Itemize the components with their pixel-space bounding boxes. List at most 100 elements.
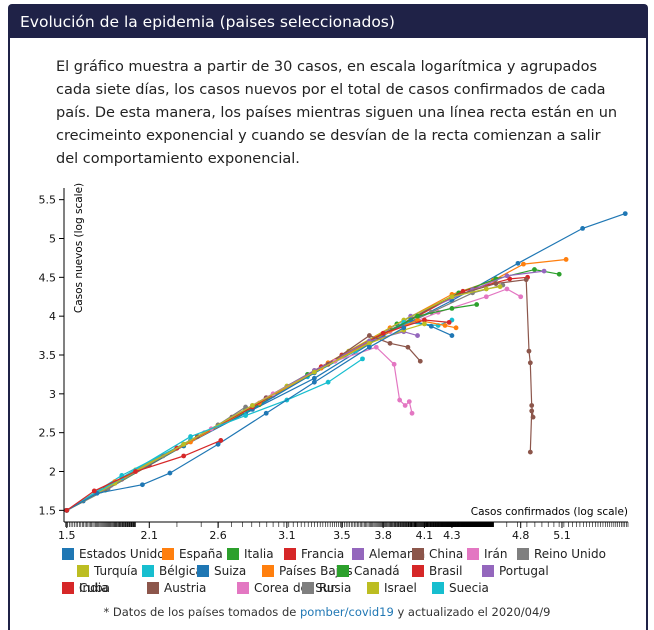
data-point[interactable] (91, 488, 97, 494)
data-point[interactable] (449, 305, 455, 311)
legend-swatch (482, 564, 494, 577)
data-point[interactable] (415, 313, 420, 319)
data-point[interactable] (541, 268, 547, 274)
data-point[interactable] (563, 257, 569, 262)
data-point[interactable] (529, 408, 535, 414)
data-point[interactable] (483, 286, 489, 292)
data-point[interactable] (453, 325, 459, 331)
data-point[interactable] (527, 360, 533, 366)
data-point[interactable] (422, 321, 427, 327)
series-bélgica (64, 317, 455, 513)
legend-item[interactable]: Reino Unido (517, 545, 606, 562)
data-point[interactable] (527, 449, 533, 455)
legend-item[interactable]: Rusia (302, 579, 351, 596)
legend-item[interactable]: Portugal (482, 562, 549, 579)
legend-item[interactable]: Irán (467, 545, 507, 562)
data-point[interactable] (250, 403, 255, 408)
data-point[interactable] (401, 325, 407, 331)
data-point[interactable] (409, 410, 415, 416)
data-point[interactable] (140, 482, 145, 488)
legend-item[interactable]: Israel (367, 579, 417, 596)
data-point[interactable] (523, 277, 529, 283)
data-point[interactable] (215, 441, 221, 447)
data-point[interactable] (263, 410, 269, 416)
data-point[interactable] (366, 333, 372, 338)
data-point[interactable] (397, 397, 403, 403)
data-point[interactable] (532, 267, 537, 272)
legend-item[interactable]: Bélgica (142, 562, 203, 579)
data-point[interactable] (556, 271, 562, 277)
data-point[interactable] (311, 375, 317, 381)
data-point[interactable] (391, 361, 397, 367)
data-point[interactable] (325, 379, 331, 385)
series-cuba (64, 438, 224, 513)
data-point[interactable] (366, 344, 372, 350)
legend-item[interactable]: Italia (227, 545, 274, 562)
data-point[interactable] (497, 284, 503, 290)
data-point[interactable] (493, 281, 499, 286)
data-point[interactable] (526, 348, 532, 354)
data-point[interactable] (580, 225, 586, 231)
legend-item[interactable]: Suecia (432, 579, 489, 596)
legend-item[interactable]: Cuba (62, 579, 110, 596)
data-point[interactable] (188, 434, 193, 439)
footnote-suffix: y actualizado el 2020/04/9 (393, 605, 551, 619)
legend-item[interactable]: Alemania (352, 545, 425, 562)
data-point[interactable] (415, 333, 420, 338)
legend-label: Brasil (429, 563, 463, 578)
legend-item[interactable]: Francia (284, 545, 344, 562)
data-point[interactable] (504, 286, 510, 292)
data-point[interactable] (64, 507, 70, 513)
data-point[interactable] (422, 317, 427, 323)
data-point[interactable] (133, 469, 138, 474)
data-point[interactable] (360, 356, 365, 362)
data-point[interactable] (530, 414, 536, 420)
x-tick-label: 3.8 (374, 529, 392, 542)
legend-item[interactable]: Países Bajos (262, 562, 353, 579)
data-point[interactable] (483, 294, 489, 300)
data-point[interactable] (446, 319, 452, 325)
data-point[interactable] (181, 441, 187, 447)
data-point[interactable] (507, 276, 513, 282)
data-point[interactable] (417, 358, 423, 364)
source-link[interactable]: pomber/covid19 (299, 605, 394, 619)
data-point[interactable] (474, 302, 480, 307)
legend-item[interactable]: China (412, 545, 463, 562)
data-point[interactable] (521, 261, 526, 267)
legend-item[interactable]: España (162, 545, 223, 562)
legend-item[interactable]: Corea del Sur (237, 579, 335, 596)
data-point[interactable] (442, 323, 448, 328)
series-españa (64, 257, 569, 513)
legend-item[interactable]: Brasil (412, 562, 462, 579)
data-point[interactable] (243, 413, 248, 418)
data-point[interactable] (167, 470, 173, 476)
data-point[interactable] (311, 369, 317, 375)
data-point[interactable] (373, 344, 379, 350)
data-point[interactable] (387, 340, 393, 346)
legend-swatch (467, 547, 479, 560)
data-point[interactable] (515, 260, 521, 266)
legend-item[interactable]: Estados Unidos (62, 545, 171, 562)
data-point[interactable] (380, 330, 386, 336)
data-point[interactable] (181, 453, 187, 459)
legend-item[interactable]: Canadá (337, 562, 400, 579)
data-point[interactable] (518, 294, 524, 300)
data-point[interactable] (405, 344, 411, 350)
legend-item[interactable]: Turquía (77, 562, 138, 579)
legend-swatch (237, 581, 249, 594)
data-point[interactable] (449, 294, 455, 300)
data-point[interactable] (622, 211, 628, 217)
data-point[interactable] (218, 438, 224, 443)
data-point[interactable] (449, 333, 455, 338)
data-point[interactable] (311, 379, 317, 385)
legend-item[interactable]: Austria (147, 579, 206, 596)
data-point[interactable] (406, 399, 412, 405)
data-point[interactable] (504, 273, 510, 279)
legend-item[interactable]: Suiza (197, 562, 246, 579)
data-point[interactable] (428, 323, 434, 329)
y-tick-label: 3.5 (39, 349, 57, 362)
data-point[interactable] (529, 403, 535, 408)
x-tick-label: 4.3 (443, 529, 461, 542)
data-point[interactable] (366, 340, 372, 346)
data-point[interactable] (402, 403, 408, 408)
